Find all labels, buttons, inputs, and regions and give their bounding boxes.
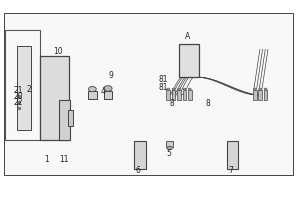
Circle shape xyxy=(104,86,112,91)
Text: A: A xyxy=(185,32,190,41)
Bar xyxy=(177,90,181,100)
Bar xyxy=(134,141,146,169)
Text: 8: 8 xyxy=(169,99,174,108)
Bar xyxy=(68,110,73,126)
Text: 11: 11 xyxy=(59,155,68,164)
Text: 81: 81 xyxy=(159,83,169,92)
Text: 9: 9 xyxy=(109,71,114,80)
Bar xyxy=(253,90,256,100)
Text: 6: 6 xyxy=(136,166,141,175)
Bar xyxy=(4,13,293,175)
Circle shape xyxy=(167,88,170,90)
Text: 81: 81 xyxy=(159,75,169,84)
Bar xyxy=(17,46,32,130)
Bar xyxy=(88,91,97,99)
Bar xyxy=(183,66,194,73)
Circle shape xyxy=(183,88,186,90)
Text: 22: 22 xyxy=(14,98,23,107)
Bar xyxy=(59,100,70,140)
Bar xyxy=(188,90,191,100)
Text: 8: 8 xyxy=(205,99,210,108)
Bar xyxy=(167,90,170,100)
Text: 21: 21 xyxy=(14,86,23,95)
Text: 2: 2 xyxy=(26,85,31,94)
Bar xyxy=(182,90,186,100)
Text: 7: 7 xyxy=(229,166,233,175)
Bar xyxy=(172,90,175,100)
Circle shape xyxy=(253,88,256,90)
Circle shape xyxy=(259,88,262,90)
Bar xyxy=(17,107,20,109)
Bar xyxy=(167,141,173,147)
Text: 1: 1 xyxy=(44,155,49,164)
Circle shape xyxy=(178,88,181,90)
Circle shape xyxy=(172,88,175,90)
Text: 20: 20 xyxy=(14,92,23,101)
Bar xyxy=(17,101,20,103)
Bar xyxy=(104,91,112,99)
Bar xyxy=(264,90,267,100)
Text: 10: 10 xyxy=(53,47,63,56)
Text: 4: 4 xyxy=(101,87,106,96)
Bar xyxy=(179,44,199,77)
Circle shape xyxy=(88,86,96,92)
Bar xyxy=(258,90,262,100)
Circle shape xyxy=(188,88,191,90)
Bar xyxy=(17,95,20,97)
Text: 5: 5 xyxy=(167,149,171,158)
Bar xyxy=(40,56,69,140)
Circle shape xyxy=(167,146,172,150)
Bar xyxy=(5,30,40,140)
Circle shape xyxy=(264,88,267,90)
Bar xyxy=(227,141,238,169)
